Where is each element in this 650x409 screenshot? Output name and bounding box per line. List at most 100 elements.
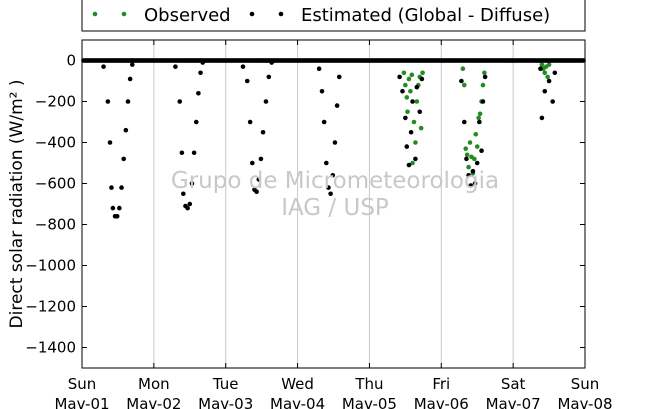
x-tick-label-date: Mav-07 — [486, 395, 541, 409]
x-axis: Sun Mav-01 Mon Mav-02 Tue Mav-03 Wed Mav-04 Thu M… — [54, 40, 613, 409]
data-point — [482, 70, 487, 76]
data-point — [545, 74, 550, 80]
x-tick-label-day: Sun — [571, 375, 600, 393]
data-point — [477, 119, 482, 125]
data-point — [546, 62, 552, 67]
x-tick-label-day: Wed — [281, 375, 314, 393]
legend-marker — [278, 11, 284, 17]
data-point — [542, 70, 548, 76]
x-tick-label-day: Thu — [354, 375, 383, 393]
x-tick-label-day: Fri — [432, 375, 450, 393]
data-point — [244, 78, 250, 84]
data-point — [250, 160, 255, 166]
data-point — [410, 160, 415, 166]
data-point — [198, 70, 203, 76]
y-tick-label: −1400 — [25, 339, 76, 357]
data-point — [414, 99, 420, 104]
data-point — [550, 99, 555, 104]
data-point — [110, 205, 116, 211]
data-point — [405, 109, 410, 115]
data-point — [330, 173, 336, 178]
data-point — [400, 88, 405, 94]
data-point — [466, 173, 471, 178]
x-tick-label-day: Sun — [68, 375, 97, 393]
data-point — [480, 99, 486, 104]
legend-marker — [121, 11, 127, 17]
legend: Observed Estimated (Global - Diffuse) — [81, 0, 586, 32]
data-point — [408, 88, 413, 94]
data-point — [463, 146, 469, 151]
data-point — [328, 191, 333, 197]
data-point — [189, 181, 195, 186]
data-point — [321, 119, 327, 125]
data-point — [107, 140, 113, 145]
data-point — [474, 160, 480, 166]
data-point — [406, 162, 412, 168]
data-point — [403, 115, 408, 121]
data-point — [114, 214, 120, 219]
data-point — [479, 148, 484, 153]
x-tick-label-date: Mav-04 — [270, 395, 325, 409]
data-point — [539, 115, 545, 121]
data-point — [470, 168, 476, 174]
data-point — [468, 183, 474, 188]
data-point — [420, 70, 425, 76]
data-point — [404, 144, 410, 149]
data-point — [336, 74, 342, 80]
data-point — [480, 82, 486, 88]
data-point — [179, 150, 185, 156]
data-point — [256, 177, 262, 182]
x-tick-label-date: Mav-05 — [342, 395, 397, 409]
data-point — [125, 99, 131, 104]
data-point — [408, 129, 414, 135]
x-tick-label-day: Tue — [212, 375, 239, 393]
data-point — [240, 64, 246, 69]
plot-frame — [81, 39, 586, 369]
data-point — [105, 99, 111, 104]
data-point — [260, 129, 266, 135]
y-axis: 0 −200 −400 −600 −800 −1000 −1200 −1400 — [25, 52, 585, 357]
data-point — [409, 72, 415, 78]
y-tick-label: 0 — [66, 52, 76, 70]
data-point — [130, 62, 135, 67]
data-point — [187, 201, 193, 207]
chart-marks — [81, 58, 586, 219]
data-point — [193, 119, 199, 125]
data-point — [401, 70, 407, 76]
legend-label: Estimated (Global - Diffuse) — [301, 5, 550, 26]
data-point — [466, 164, 471, 170]
data-point — [472, 181, 478, 186]
y-tick-label: −1000 — [25, 257, 76, 275]
data-point — [411, 119, 417, 125]
data-point — [482, 74, 488, 80]
x-tick-label-day: Sat — [501, 375, 526, 393]
data-point — [263, 99, 269, 104]
data-point — [477, 111, 483, 117]
data-point — [247, 119, 253, 125]
legend-box — [81, 0, 586, 32]
y-tick-label: −200 — [35, 93, 76, 111]
data-point — [334, 103, 340, 108]
data-point — [127, 76, 133, 82]
y-axis-label: Direct solar radiation (W/m² ) — [7, 80, 27, 329]
data-point — [173, 64, 178, 69]
y-tick-label: −800 — [35, 216, 76, 234]
data-point — [413, 140, 418, 145]
legend-label: Observed — [144, 5, 231, 26]
data-point — [177, 99, 183, 104]
x-tick-label-date: Mav-01 — [54, 395, 109, 409]
data-point — [418, 125, 424, 131]
data-point — [546, 78, 552, 84]
data-point — [101, 64, 106, 69]
data-point — [461, 82, 467, 88]
data-point — [467, 140, 473, 145]
data-point — [538, 66, 543, 71]
data-point — [121, 156, 126, 162]
legend-marker — [249, 11, 255, 17]
data-point — [109, 185, 114, 190]
data-point — [403, 82, 408, 88]
data-point — [460, 66, 466, 71]
x-tick-label-date: Mav-06 — [414, 395, 469, 409]
y-tick-label: −400 — [35, 134, 76, 152]
data-point — [266, 74, 272, 80]
